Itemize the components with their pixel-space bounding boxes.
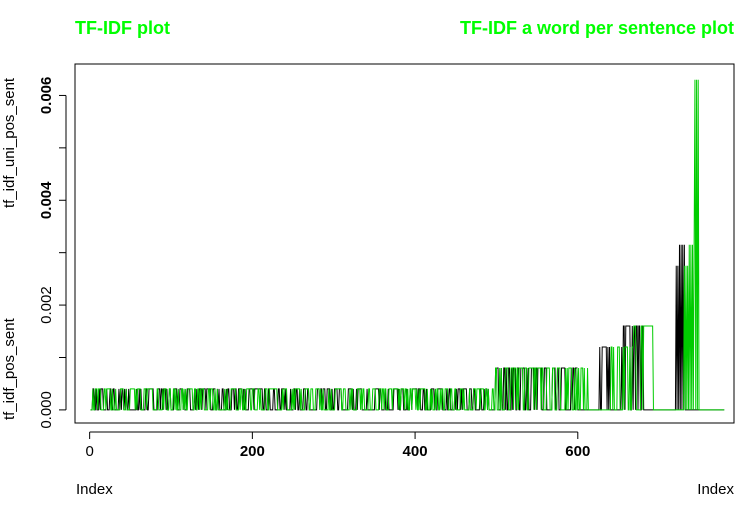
y-tick-label: 0.002 — [38, 286, 55, 324]
x-axis-title-left: Index — [76, 481, 113, 498]
y-tick-label: 0.004 — [38, 181, 55, 219]
x-tick-label: 200 — [240, 443, 265, 460]
y-tick-label: 0.000 — [38, 391, 55, 429]
axes: 0 200 400 600 0.000 0.002 0.004 0.006 — [38, 77, 590, 460]
x-tick-label: 400 — [403, 443, 428, 460]
y-tick-label: 0.006 — [38, 77, 55, 115]
y-axis-title-top: tf_idf_uni_pos_sent — [1, 77, 18, 208]
plot-area — [90, 79, 725, 411]
y-axis-title-bottom: tf_idf_pos_sent — [1, 317, 18, 420]
series-line-2 — [90, 79, 725, 411]
x-tick-label: 0 — [85, 443, 93, 460]
x-axis-title-right: Index — [697, 481, 734, 498]
title-left: TF-IDF plot — [75, 18, 170, 38]
x-tick-label: 600 — [565, 443, 590, 460]
plot-box — [74, 63, 735, 424]
title-right: TF-IDF a word per sentence plot — [460, 18, 734, 38]
